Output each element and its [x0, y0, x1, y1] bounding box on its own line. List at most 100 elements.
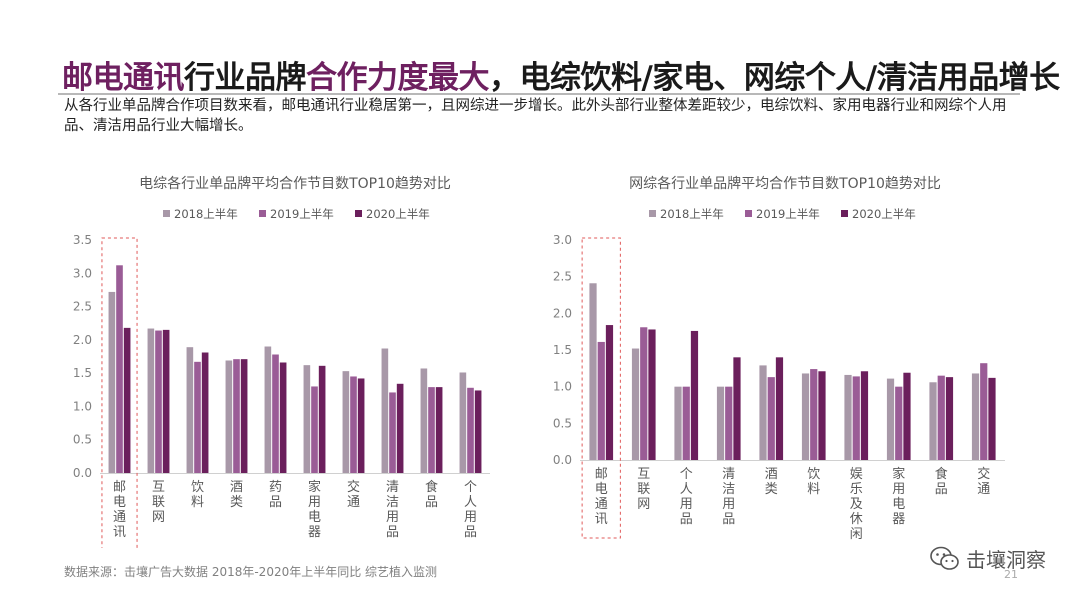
highlight-box — [581, 237, 621, 539]
bar — [303, 365, 311, 473]
x-tick-label: 互 — [152, 480, 165, 495]
legend-label: 2019上半年 — [270, 207, 334, 221]
bar — [467, 387, 474, 473]
bar — [810, 369, 818, 460]
x-tick-label: 品 — [464, 525, 477, 540]
x-tick-label: 通 — [595, 497, 608, 512]
x-tick-label: 通 — [347, 495, 360, 510]
legend-label: 2018上半年 — [174, 207, 238, 221]
x-tick-label: 个 — [464, 480, 477, 495]
y-tick-label: 2.0 — [73, 333, 92, 347]
bar — [682, 386, 690, 460]
x-tick-label: 洁 — [722, 482, 735, 497]
x-tick-label: 饮 — [191, 480, 204, 495]
bar — [605, 325, 614, 460]
bar — [396, 383, 404, 473]
y-tick-label: 2.5 — [553, 270, 572, 284]
bar — [801, 373, 810, 460]
x-tick-label: 品 — [680, 512, 693, 527]
x-tick-label: 讯 — [113, 525, 126, 540]
bar — [155, 330, 162, 473]
x-tick-label: 交 — [977, 466, 990, 482]
x-tick-label: 乐 — [850, 482, 863, 497]
y-tick-label: 2.5 — [73, 300, 92, 314]
y-tick-label: 1.5 — [73, 366, 92, 380]
bar — [264, 346, 272, 473]
bar — [350, 376, 357, 473]
x-tick-label: 互 — [637, 467, 650, 482]
y-tick-label: 0.0 — [553, 453, 572, 467]
y-tick-label: 3.0 — [73, 266, 92, 280]
bar — [194, 361, 201, 473]
title-highlight-1: 邮电通讯 — [62, 60, 185, 96]
bar — [597, 341, 605, 460]
legend-swatch — [745, 210, 752, 217]
y-tick-label: 0.5 — [73, 433, 92, 447]
bar — [108, 291, 116, 473]
chart-title: 网综各行业单品牌平均合作节目数TOP10趋势对比 — [629, 175, 941, 192]
legend-label: 2020上半年 — [852, 207, 916, 221]
chart-variety-shows-tv: 电综各行业单品牌平均合作节目数TOP10趋势对比 2018上半年 2019上半年 20… — [73, 175, 490, 548]
y-tick-label: 0.5 — [553, 416, 572, 430]
x-tick-label: 网 — [637, 497, 650, 512]
title-text-1: 行业品牌 — [184, 60, 307, 96]
x-tick-label: 网 — [152, 510, 165, 525]
x-tick-label: 交 — [347, 479, 360, 495]
bar — [759, 365, 767, 460]
x-tick-label: 用 — [892, 482, 905, 497]
bar — [852, 376, 860, 460]
legend-label: 2020上半年 — [366, 207, 430, 221]
x-tick-label: 电 — [892, 497, 905, 512]
description-text: 从各行业单品牌合作项目数来看，邮电通讯行业稳居第一，且网综进一步增长。此外头部行… — [64, 98, 1007, 134]
legend-swatch — [163, 210, 170, 217]
bar — [225, 360, 233, 473]
bar — [631, 348, 640, 460]
legend-swatch — [841, 210, 848, 217]
x-tick-label: 类 — [765, 482, 778, 497]
bar — [420, 368, 428, 473]
wechat-icon — [930, 546, 959, 570]
y-tick-label: 2.0 — [553, 306, 572, 320]
x-tick-label: 个 — [680, 467, 693, 482]
bar — [389, 392, 396, 473]
x-tick-label: 品 — [722, 512, 735, 527]
x-tick-label: 清 — [386, 480, 399, 495]
x-tick-label: 电 — [595, 482, 608, 497]
x-tick-label: 品 — [386, 525, 399, 540]
x-tick-label: 洁 — [386, 495, 399, 510]
bar — [988, 377, 996, 460]
chart-title: 电综各行业单品牌平均合作节目数TOP10趋势对比 — [139, 175, 451, 192]
bar — [895, 386, 903, 460]
y-tick-label: 0.0 — [73, 466, 92, 480]
bar — [716, 386, 725, 460]
x-tick-label: 人 — [680, 482, 693, 497]
x-tick-label: 电 — [308, 510, 321, 525]
bar — [186, 347, 194, 473]
bar — [929, 382, 937, 460]
x-tick-label: 用 — [680, 497, 693, 512]
data-source-note: 数据来源：击壤广告大数据 2018年-2020年上半年同比 综艺植入监测 — [64, 565, 438, 579]
bar — [428, 387, 435, 473]
y-tick-label: 3.5 — [73, 233, 92, 247]
x-tick-label: 品 — [935, 482, 948, 497]
bar — [357, 378, 365, 473]
title-highlight-2: 合作力度最大 — [306, 60, 490, 96]
bar — [342, 371, 350, 473]
x-tick-label: 闲 — [850, 527, 863, 542]
x-tick-label: 用 — [464, 510, 477, 525]
bar — [937, 375, 945, 460]
brand-logo: 击壤洞察 — [930, 544, 1046, 573]
bar — [474, 390, 482, 473]
y-tick-label: 1.5 — [553, 343, 572, 357]
bar — [886, 378, 895, 460]
bar — [311, 386, 318, 473]
bar — [435, 387, 443, 473]
legend-label: 2019上半年 — [756, 207, 820, 221]
x-tick-label: 联 — [637, 482, 650, 497]
x-tick-label: 休 — [850, 512, 863, 527]
x-tick-label: 通 — [113, 510, 126, 525]
x-tick-label: 料 — [191, 495, 204, 510]
title-divider — [58, 93, 1020, 95]
bar — [162, 329, 170, 473]
bar — [903, 372, 911, 460]
